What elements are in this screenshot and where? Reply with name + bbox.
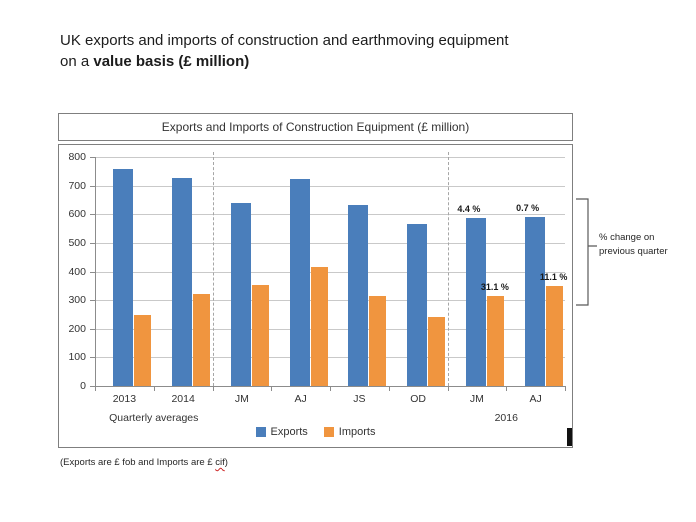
y-tick-label: 100: [68, 351, 86, 364]
y-tick-label: 200: [68, 322, 86, 335]
y-tick-mark: [90, 157, 95, 158]
bar-exports: [230, 202, 251, 386]
slide-title-line2-prefix: on a: [60, 53, 94, 70]
bar-value-label: 0.7 %: [516, 202, 540, 213]
legend-swatch-exports: [255, 427, 266, 437]
bar-exports: [465, 217, 486, 386]
chart-figure: Exports and Imports of Construction Equi…: [58, 112, 574, 448]
legend-label-exports: Exports: [270, 426, 308, 438]
y-tick-mark: [90, 214, 95, 216]
slide-title-line2-bold: value basis (£ million): [93, 53, 250, 70]
y-tick-label: 300: [68, 294, 86, 307]
bar-exports: [407, 223, 428, 386]
x-tick-mark: [95, 386, 96, 391]
plot-box: 0 100 200 300 400 500 600 700 800 2013 2014 JM AJ JS O…: [58, 144, 573, 448]
brace-bracket: [576, 198, 597, 306]
legend-swatch-imports: [323, 427, 334, 437]
y-axis-line: [95, 157, 96, 386]
y-tick-mark: [90, 242, 95, 244]
slide-title-line2: on a value basis (£ million): [60, 51, 620, 72]
bar-exports: [348, 204, 369, 386]
x-tick-label: AJ: [294, 393, 307, 405]
y-tick-label: 400: [68, 265, 86, 278]
bar-value-label: 11.1 %: [539, 271, 568, 282]
bar-imports: [486, 296, 504, 386]
y-gridline: [95, 242, 565, 244]
y-tick-label: 500: [68, 236, 86, 249]
x-tick-mark: [388, 386, 390, 391]
y-gridline: [95, 185, 565, 187]
bar-exports: [113, 169, 134, 386]
footnote-prefix: (Exports are £ fob and Imports are £: [60, 457, 216, 468]
x-tick-label: 2014: [171, 393, 195, 405]
footnote-cif-word: cif: [215, 457, 225, 468]
x-tick-label: JS: [353, 393, 366, 405]
bar-exports: [289, 178, 310, 386]
x-tick-mark: [212, 386, 214, 391]
x-tick-mark: [565, 386, 566, 391]
y-tick-label: 800: [68, 151, 86, 163]
legend-item-imports: Imports: [323, 426, 376, 438]
y-gridline: [95, 328, 565, 330]
y-gridline: [95, 271, 565, 273]
x-tick-label: AJ: [529, 393, 542, 405]
bar-imports: [545, 285, 563, 386]
x-tick-mark: [447, 386, 449, 391]
chart-title-box: Exports and Imports of Construction Equi…: [58, 113, 573, 141]
legend-item-exports: Exports: [255, 426, 308, 438]
y-gridline: [95, 214, 565, 216]
x-tick-mark: [153, 386, 155, 391]
bar-value-label: 4.4 %: [457, 203, 481, 214]
brace-annotation: % change on previous quarter: [599, 231, 689, 259]
y-tick-mark: [90, 300, 95, 302]
axis-group-label: Quarterly averages: [109, 412, 199, 424]
y-tick-label: 600: [68, 208, 86, 221]
plot-area: 0 100 200 300 400 500 600 700 800 2013 2014 JM AJ JS O…: [59, 145, 572, 447]
bar-exports: [172, 177, 193, 386]
bar-imports: [193, 293, 211, 386]
y-tick-label: 0: [80, 380, 86, 392]
footnote: (Exports are £ fob and Imports are £ cif…: [60, 457, 228, 468]
x-tick-mark: [330, 386, 331, 391]
slide-title-line1: UK exports and imports of construction a…: [60, 32, 509, 49]
y-tick-mark: [90, 357, 95, 359]
bar-value-label: 31.1 %: [480, 282, 509, 293]
y-tick-mark: [90, 185, 95, 187]
cursor-artifact: [567, 428, 572, 446]
x-tick-label: OD: [410, 393, 426, 405]
x-tick-label: 2013: [112, 393, 137, 405]
bar-imports: [251, 284, 269, 386]
y-tick-label: 700: [68, 179, 86, 192]
y-gridline: [95, 300, 565, 302]
chart-title: Exports and Imports of Construction Equi…: [161, 120, 470, 134]
y-gridline: [95, 357, 565, 359]
y-gridline: [95, 157, 565, 158]
bar-imports: [369, 295, 387, 386]
bar-exports: [524, 216, 545, 386]
x-tick-label: JM: [469, 393, 484, 405]
bar-imports: [428, 316, 446, 386]
x-tick-mark: [271, 386, 273, 391]
slide-title: UK exports and imports of construction a…: [60, 30, 620, 72]
brace-annotation-line1: % change on: [599, 232, 655, 243]
x-tick-label: JM: [234, 393, 249, 405]
bar-imports: [134, 315, 152, 386]
footnote-suffix: ): [224, 457, 228, 468]
legend: Exports Imports: [59, 426, 572, 438]
y-tick-mark: [90, 386, 95, 387]
axis-group-label: 2016: [494, 412, 518, 424]
y-tick-mark: [90, 271, 95, 273]
legend-label-imports: Imports: [338, 426, 376, 438]
brace-annotation-line2: previous quarter: [599, 246, 668, 257]
bar-imports: [310, 267, 328, 386]
separator-line: [212, 152, 214, 386]
x-tick-mark: [506, 386, 508, 391]
y-tick-mark: [90, 328, 95, 330]
separator-line: [447, 152, 449, 386]
